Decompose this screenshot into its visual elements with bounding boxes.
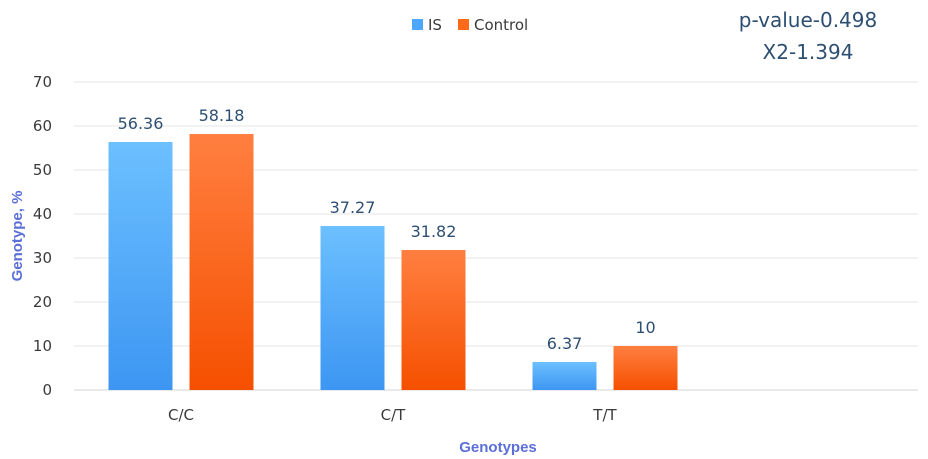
bars xyxy=(108,134,678,390)
data-label-is: 56.36 xyxy=(118,114,164,133)
p-value-annotation: p-value-0.498 xyxy=(739,8,877,32)
y-tick-label: 60 xyxy=(33,117,52,135)
x-tick-label: C/C xyxy=(168,406,194,424)
legend-swatch-control xyxy=(458,19,469,30)
data-label-control: 10 xyxy=(635,318,655,337)
y-axis-title: Genotype, % xyxy=(9,191,26,282)
bar-is-c-t xyxy=(320,226,385,390)
y-axis-ticks: 0 10 20 30 40 50 60 70 xyxy=(33,73,52,399)
y-tick-label: 30 xyxy=(33,249,52,267)
x-tick-label: C/T xyxy=(381,406,407,424)
data-label-is: 37.27 xyxy=(330,198,376,217)
data-label-control: 31.82 xyxy=(411,222,457,241)
bar-control-t-t xyxy=(613,346,678,390)
bar-control-c-t xyxy=(401,249,466,390)
x-axis-title: Genotypes xyxy=(459,439,537,456)
bar-is-c-c xyxy=(108,142,173,390)
legend-label-is: IS xyxy=(428,16,442,34)
bar-is-t-t xyxy=(532,361,597,390)
y-tick-label: 40 xyxy=(33,205,52,223)
y-tick-label: 0 xyxy=(42,381,52,399)
legend-label-control: Control xyxy=(474,16,528,34)
x-axis-ticks: C/C C/T T/T xyxy=(168,406,618,424)
data-labels: 56.36 58.18 37.27 31.82 6.37 10 xyxy=(118,106,656,353)
y-tick-label: 10 xyxy=(33,337,52,355)
y-tick-label: 50 xyxy=(33,161,52,179)
bar-control-c-c xyxy=(189,134,254,390)
y-tick-label: 20 xyxy=(33,293,52,311)
y-tick-label: 70 xyxy=(33,73,52,91)
x-tick-label: T/T xyxy=(592,406,617,424)
data-label-control: 58.18 xyxy=(199,106,245,125)
data-label-is: 6.37 xyxy=(547,334,583,353)
chi-square-annotation: X2-1.394 xyxy=(763,40,854,64)
legend-swatch-is xyxy=(412,19,423,30)
legend: IS Control xyxy=(412,16,528,34)
